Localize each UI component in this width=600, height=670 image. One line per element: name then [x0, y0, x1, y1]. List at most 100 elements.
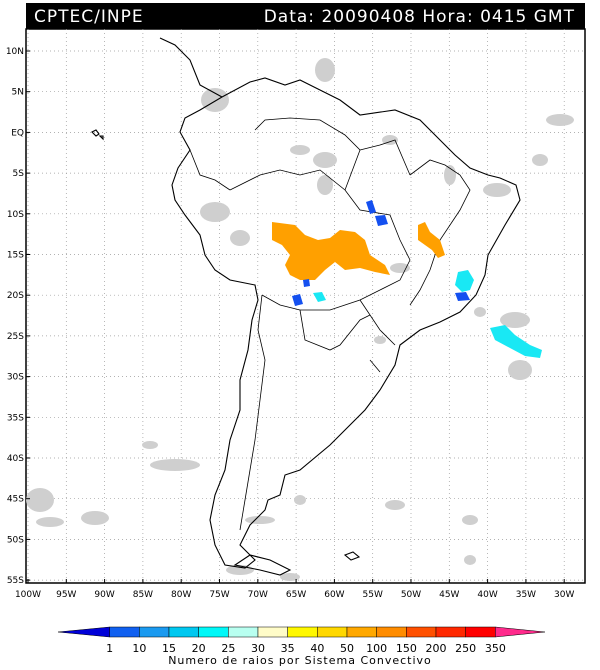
legend-swatch [435, 626, 466, 638]
legend-swatch [465, 626, 496, 638]
border-line [299, 309, 371, 351]
legend-tick-label: 30 [251, 642, 265, 655]
lon-tick-label: 30W [554, 590, 574, 600]
lon-tick-label: 95W [56, 590, 76, 600]
map-canvas: 10N5NEQ5S10S15S20S25S30S35S40S45S50S55S … [6, 28, 586, 600]
border-line [239, 294, 266, 531]
lon-tick-label: 70W [248, 590, 268, 600]
cloud-patch [200, 202, 230, 222]
legend-tick-label: 350 [485, 642, 506, 655]
cloud-patch [385, 500, 405, 510]
lat-tick-label: EQ [11, 128, 24, 138]
legend-colorbar [57, 626, 546, 638]
cloud-patch [374, 336, 386, 344]
tierra-del-fuego [233, 554, 292, 576]
cloud-patch [508, 360, 532, 380]
galapagos-islands [91, 129, 104, 141]
cloud-patch [464, 555, 476, 565]
cloud-patch [36, 517, 64, 527]
legend-tick-label: 150 [396, 642, 417, 655]
cloud-patch [26, 488, 54, 512]
lat-tick-label: 50S [7, 535, 24, 545]
graticule [26, 29, 585, 583]
lon-tick-label: 60W [324, 590, 344, 600]
cloud-patch [390, 263, 410, 273]
cloud-patch [474, 307, 486, 317]
lat-tick-label: 45S [7, 495, 24, 505]
political-borders [189, 117, 471, 531]
border-line [359, 299, 396, 346]
lightning-cell-blue [303, 279, 310, 287]
legend-tick-label: 10 [132, 642, 146, 655]
cloud-patch [230, 230, 250, 246]
lat-tick-label: 5N [12, 88, 24, 98]
border-line [229, 169, 411, 311]
cloud-patch [382, 135, 398, 145]
lat-tick-label: 20S [7, 291, 24, 301]
lightning-cell-blue [455, 292, 470, 301]
lat-tick-label: 10N [6, 47, 24, 57]
convective-systems [272, 200, 542, 358]
cloud-patch [81, 511, 109, 525]
lat-tick-label: 25S [7, 332, 24, 342]
lon-tick-label: 90W [94, 590, 114, 600]
lon-tick-label: 35W [516, 590, 536, 600]
border-line [369, 359, 381, 373]
legend-tick-label: 100 [366, 642, 387, 655]
cloud-patch [317, 175, 333, 195]
legend-swatch [346, 626, 377, 638]
legend-tick-label: 20 [192, 642, 206, 655]
lon-tick-label: 80W [171, 590, 191, 600]
cloud-patch [142, 441, 158, 449]
legend-tick-label: 25 [221, 642, 235, 655]
lightning-cell-blue [375, 215, 388, 226]
legend-swatch [57, 626, 110, 638]
lat-tick-label: 15S [7, 251, 24, 261]
legend-swatch [317, 626, 348, 638]
lat-tick-label: 40S [7, 454, 24, 464]
lon-tick-label: 40W [477, 590, 497, 600]
legend-tick-label: 1 [106, 642, 113, 655]
lat-tick-label: 10S [7, 210, 24, 220]
lat-tick-label: 30S [7, 373, 24, 383]
cloud-patch [546, 114, 574, 126]
lon-tick-label: 45W [439, 590, 459, 600]
cloud-patch [245, 516, 275, 524]
lightning-cell-cyan [455, 270, 474, 292]
legend-swatch [495, 626, 546, 638]
longitude-labels: 100W 95W 90W 85W 80W 75W 70W 65W 60W 55W 50W 45W 40W… [15, 579, 574, 600]
legend-tick-label: 40 [310, 642, 324, 655]
legend-swatch [228, 626, 259, 638]
falkland-islands [343, 551, 361, 561]
map-header: CPTEC/INPE Data: 20090408 Hora: 0415 GMT [26, 3, 585, 29]
cloud-patch [532, 154, 548, 166]
border-line [189, 149, 231, 191]
legend-swatch [376, 626, 407, 638]
south-america-outline [171, 77, 521, 569]
lightning-cell-blue [292, 294, 303, 306]
cloud-patch [500, 312, 530, 328]
legend-tick-label: 250 [455, 642, 476, 655]
coastline [91, 37, 521, 576]
cloud-patch [462, 515, 478, 525]
central-america [159, 37, 223, 98]
border-line [359, 139, 411, 176]
lat-tick-label: 35S [7, 413, 24, 423]
cloud-patch [150, 459, 200, 471]
legend-swatch [139, 626, 170, 638]
legend-tick-label: 200 [426, 642, 447, 655]
lon-tick-label: 85W [133, 590, 153, 600]
lat-tick-label: 55S [7, 576, 24, 586]
lightning-cell-cyan [313, 292, 326, 302]
cloud-patch [290, 145, 310, 155]
lightning-cell-cyan [490, 325, 542, 358]
lightning-legend: 1 10 15 20 25 30 35 40 50 100 150 200 250 350 [57, 626, 546, 655]
header-org: CPTEC/INPE [34, 7, 144, 27]
header-datetime: Data: 20090408 Hora: 0415 GMT [263, 7, 575, 27]
legend-swatch [406, 626, 437, 638]
cloud-patch [483, 183, 511, 197]
cloud-patch [315, 58, 335, 82]
legend-swatch [287, 626, 318, 638]
lon-tick-label: 75W [209, 590, 229, 600]
cloud-patch [294, 495, 306, 505]
